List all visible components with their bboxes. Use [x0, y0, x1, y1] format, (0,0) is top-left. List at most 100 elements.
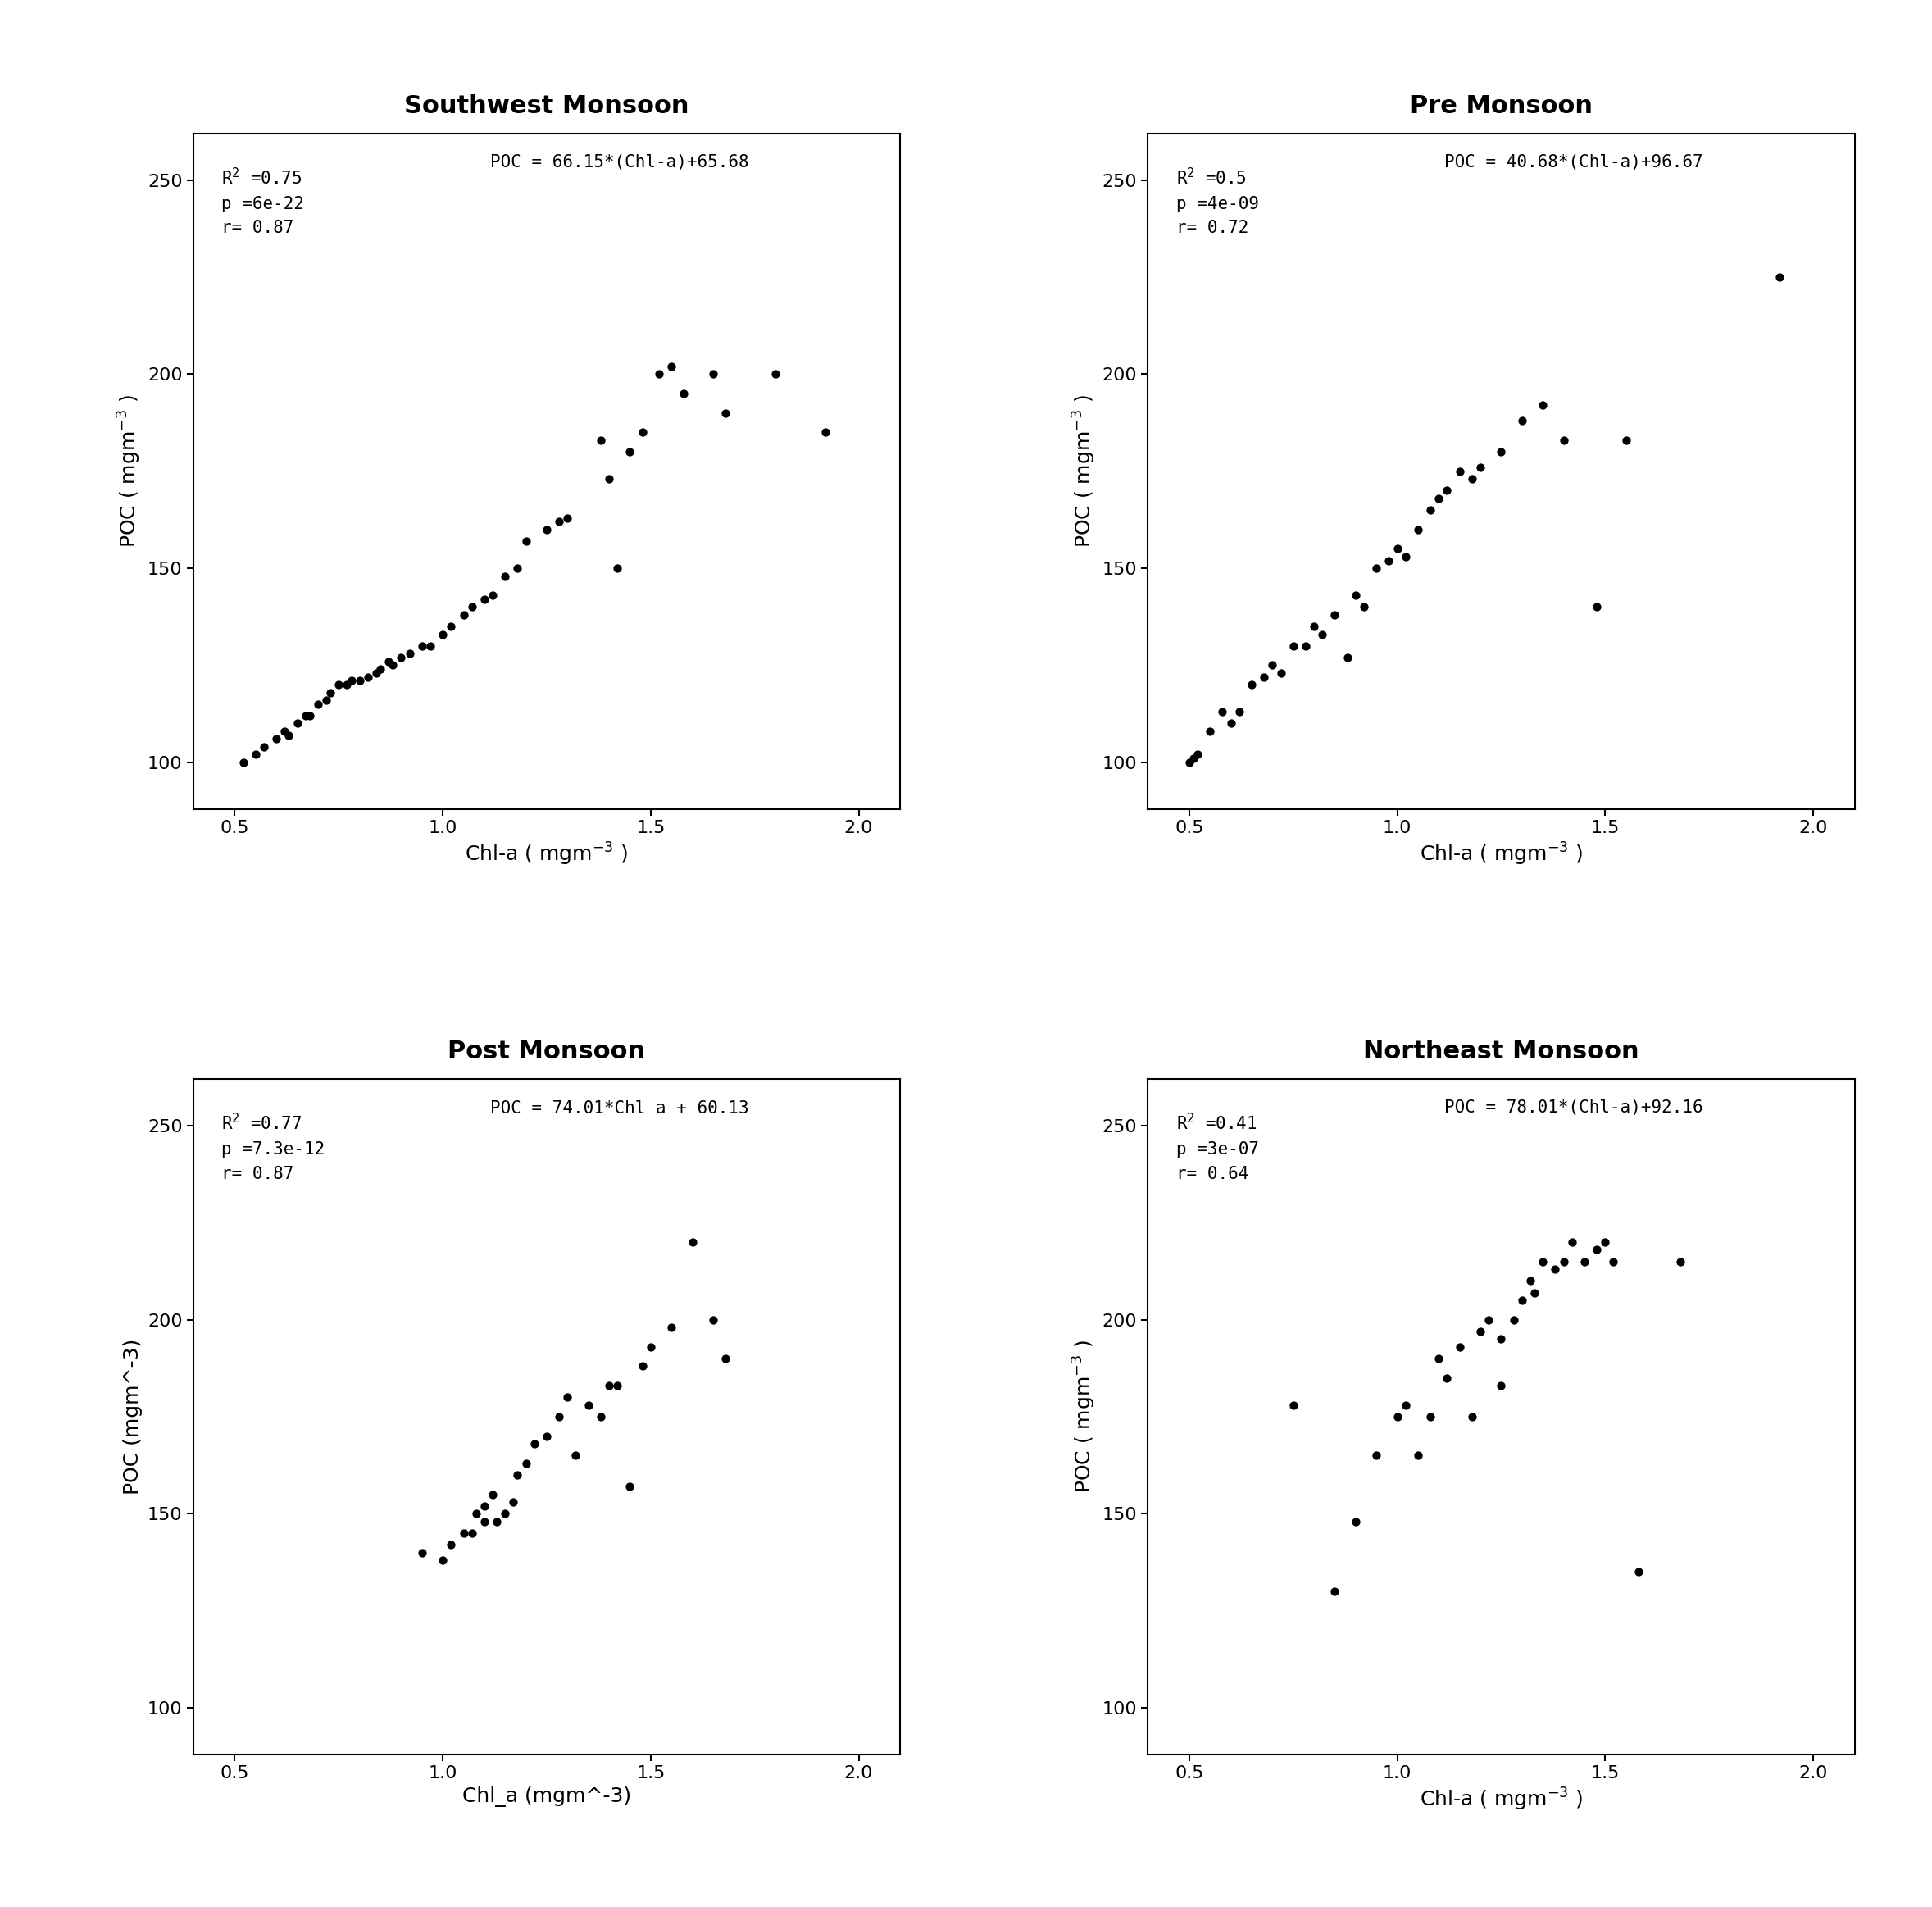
- Point: [1582, 591, 1613, 622]
- Point: [614, 437, 645, 467]
- Point: [1391, 1390, 1422, 1421]
- Point: [1381, 534, 1412, 564]
- Point: [1391, 542, 1422, 572]
- Point: [1424, 1343, 1455, 1373]
- Point: [1341, 580, 1372, 610]
- Point: [1486, 437, 1517, 467]
- Title: Southwest Monsoon: Southwest Monsoon: [404, 93, 690, 118]
- Point: [614, 1472, 645, 1503]
- Title: Pre Monsoon: Pre Monsoon: [1410, 93, 1592, 118]
- Point: [502, 1459, 533, 1489]
- Point: [643, 359, 674, 389]
- Point: [1320, 599, 1350, 629]
- Point: [261, 725, 292, 755]
- Point: [274, 719, 305, 749]
- Point: [386, 643, 417, 673]
- Point: [1258, 650, 1289, 681]
- Point: [365, 654, 396, 685]
- Point: [1665, 1245, 1696, 1276]
- Point: [489, 1499, 520, 1529]
- Text: R$^2$ =0.41
p =3e-07
r= 0.64: R$^2$ =0.41 p =3e-07 r= 0.64: [1177, 1114, 1260, 1182]
- Point: [1414, 494, 1445, 524]
- Y-axis label: POC (mgm^-3): POC (mgm^-3): [124, 1339, 143, 1495]
- X-axis label: Chl-a ( mgm$^{-3}$ ): Chl-a ( mgm$^{-3}$ ): [1420, 1787, 1582, 1814]
- Point: [469, 1507, 500, 1537]
- Point: [560, 1440, 591, 1470]
- Point: [1360, 553, 1391, 584]
- Point: [1598, 1245, 1629, 1276]
- Point: [1623, 1556, 1654, 1587]
- Point: [1528, 389, 1559, 420]
- Point: [711, 1343, 742, 1373]
- Title: Post Monsoon: Post Monsoon: [448, 1039, 645, 1064]
- Point: [711, 399, 742, 429]
- Point: [344, 666, 375, 696]
- Point: [1557, 1226, 1588, 1257]
- Point: [1414, 1402, 1445, 1432]
- Point: [1424, 482, 1455, 513]
- Point: [1432, 1364, 1463, 1394]
- X-axis label: Chl_a (mgm^-3): Chl_a (mgm^-3): [462, 1787, 632, 1806]
- Point: [1349, 591, 1379, 622]
- Point: [1374, 545, 1405, 576]
- Y-axis label: POC ( mgm$^{-3}$ ): POC ( mgm$^{-3}$ ): [1070, 1341, 1097, 1493]
- Point: [1507, 1285, 1538, 1316]
- Point: [228, 748, 259, 778]
- Point: [1569, 1245, 1600, 1276]
- Point: [1582, 1234, 1613, 1264]
- Point: [657, 1312, 688, 1343]
- Point: [435, 612, 466, 643]
- Point: [332, 669, 363, 700]
- Point: [477, 1480, 508, 1510]
- Point: [1331, 643, 1362, 673]
- Point: [240, 740, 270, 770]
- Point: [1464, 1316, 1495, 1346]
- Point: [456, 1518, 487, 1548]
- Point: [520, 1428, 551, 1459]
- Point: [481, 1507, 512, 1537]
- Point: [290, 700, 321, 730]
- Point: [1277, 1390, 1308, 1421]
- Point: [810, 418, 840, 448]
- Point: [1248, 662, 1279, 692]
- Point: [585, 425, 616, 456]
- Point: [336, 666, 367, 696]
- Point: [553, 503, 583, 534]
- Point: [1474, 1304, 1505, 1335]
- Point: [489, 561, 520, 591]
- Point: [1403, 1440, 1434, 1470]
- Point: [1457, 1402, 1488, 1432]
- Point: [1590, 1226, 1621, 1257]
- Point: [406, 1537, 437, 1568]
- Point: [697, 1304, 728, 1335]
- Point: [1182, 740, 1213, 770]
- Point: [1457, 463, 1488, 494]
- Text: POC = 40.68*(Chl-a)+96.67: POC = 40.68*(Chl-a)+96.67: [1445, 154, 1704, 170]
- Point: [373, 646, 404, 677]
- Point: [1548, 1245, 1578, 1276]
- Point: [394, 639, 425, 669]
- Point: [1464, 452, 1495, 482]
- Point: [469, 1491, 500, 1522]
- Point: [1507, 406, 1538, 437]
- Point: [603, 553, 634, 584]
- Point: [1320, 1577, 1350, 1608]
- Point: [435, 1529, 466, 1560]
- Point: [315, 677, 346, 707]
- Point: [697, 359, 728, 389]
- Text: POC = 78.01*(Chl-a)+92.16: POC = 78.01*(Chl-a)+92.16: [1445, 1098, 1704, 1116]
- Point: [1548, 425, 1578, 456]
- Point: [311, 685, 342, 715]
- Point: [1215, 707, 1246, 738]
- Point: [1515, 1266, 1546, 1297]
- Point: [1360, 1440, 1391, 1470]
- Point: [249, 732, 280, 763]
- Point: [502, 553, 533, 584]
- Point: [553, 1383, 583, 1413]
- Text: R$^2$ =0.75
p =6e-22
r= 0.87: R$^2$ =0.75 p =6e-22 r= 0.87: [222, 168, 303, 236]
- Point: [1764, 261, 1795, 292]
- Point: [593, 463, 624, 494]
- Title: Northeast Monsoon: Northeast Monsoon: [1364, 1039, 1638, 1064]
- Point: [352, 662, 383, 692]
- Point: [406, 631, 437, 662]
